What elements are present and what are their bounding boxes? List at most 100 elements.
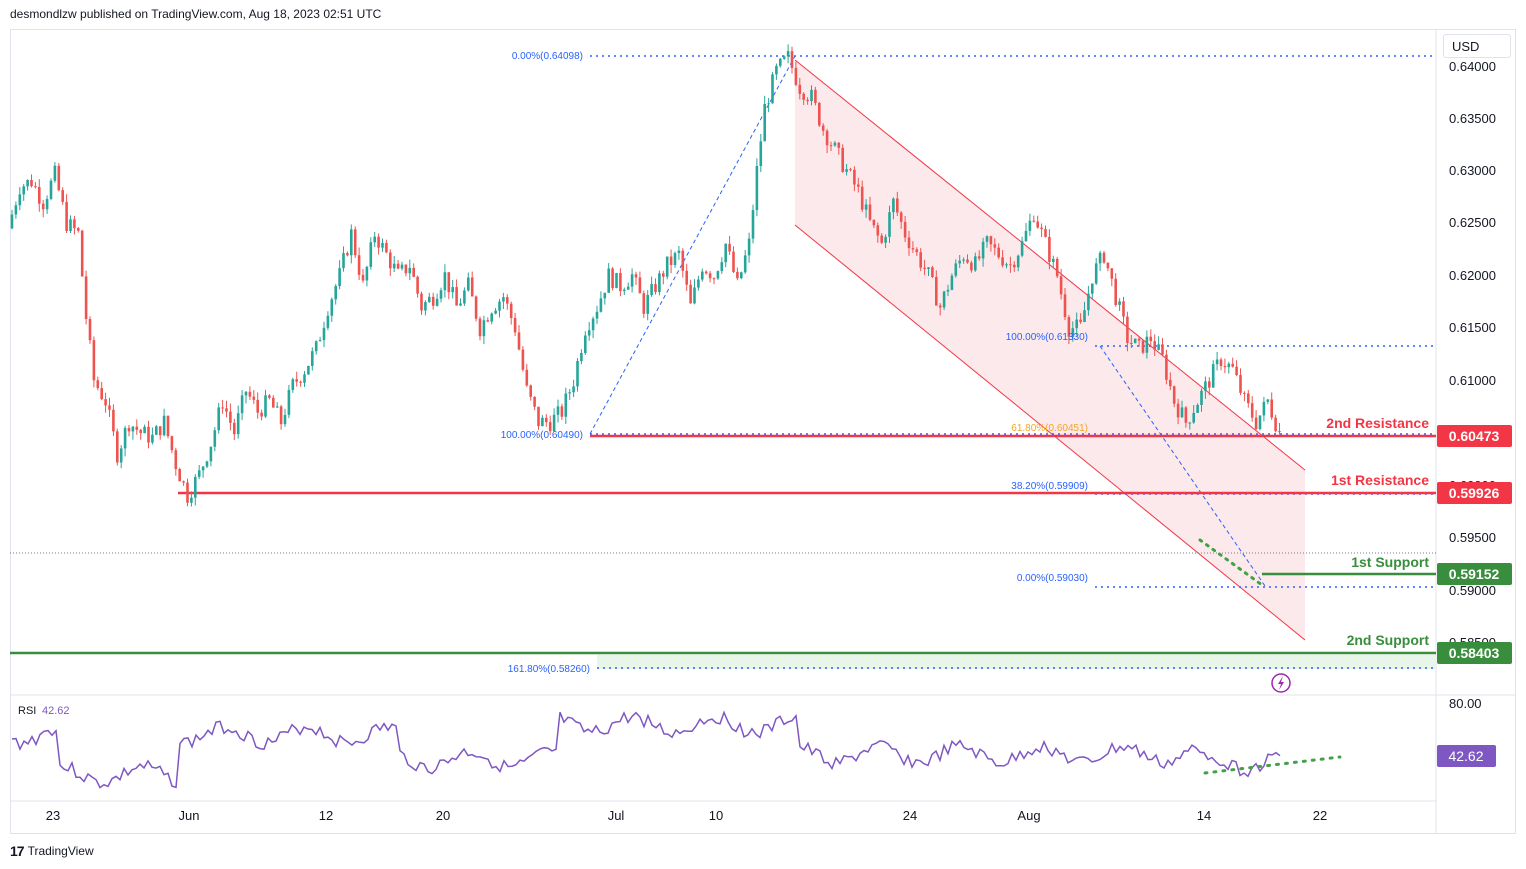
candle-body xyxy=(584,335,587,353)
candle-body xyxy=(669,256,673,265)
candle-body xyxy=(244,391,248,396)
candle-body xyxy=(958,260,961,264)
candle-body xyxy=(782,56,786,59)
candle-body xyxy=(1075,319,1078,329)
candle-body xyxy=(1118,301,1121,305)
candle-body xyxy=(287,389,291,415)
candle-body xyxy=(139,429,142,434)
channel-lower-line[interactable] xyxy=(794,224,1306,641)
candle-body xyxy=(295,379,298,382)
candle-body xyxy=(49,180,53,199)
candle-body xyxy=(264,395,267,417)
candle-body xyxy=(560,406,564,417)
candle-body xyxy=(814,89,817,103)
candle-body xyxy=(474,296,478,319)
candle-body xyxy=(34,186,37,188)
candle-body xyxy=(385,242,388,253)
candle-body xyxy=(712,278,716,280)
candle-body xyxy=(201,466,205,471)
lightning-icon[interactable] xyxy=(1271,673,1291,693)
candlestick-series[interactable] xyxy=(10,44,1281,507)
candle-body xyxy=(673,253,677,265)
candle-body xyxy=(658,273,661,293)
candle-body xyxy=(73,219,76,229)
candle-body xyxy=(69,219,72,232)
candle-body xyxy=(1208,381,1211,388)
candle-body xyxy=(954,263,958,276)
candle-body xyxy=(463,290,466,304)
price-divergence-line xyxy=(1198,538,1264,587)
candle-body xyxy=(720,262,724,272)
candle-body xyxy=(829,145,833,147)
candle-body xyxy=(377,236,380,248)
candle-body xyxy=(108,405,111,410)
candle-body xyxy=(892,198,895,213)
candle-body xyxy=(443,272,447,291)
candle-body xyxy=(545,417,548,423)
channel-upper-line[interactable] xyxy=(794,59,1306,471)
time-tick-label: Jun xyxy=(179,808,200,823)
candle-body xyxy=(357,255,361,275)
candle-body xyxy=(1215,359,1219,365)
candle-body xyxy=(77,228,80,231)
candle-body xyxy=(1176,403,1180,418)
candle-body xyxy=(650,284,653,296)
candle-body xyxy=(1239,375,1242,393)
candle-body xyxy=(104,399,107,406)
candle-body xyxy=(314,341,318,352)
candle-body xyxy=(860,186,864,210)
candle-body xyxy=(80,230,84,277)
candle-body xyxy=(977,256,981,259)
candle-body xyxy=(1009,264,1012,266)
candle-body xyxy=(373,236,376,243)
candle-body xyxy=(236,413,240,435)
support-1-label: 1st Support xyxy=(1351,554,1429,570)
candle-body xyxy=(1063,294,1067,318)
candle-body xyxy=(989,236,993,245)
candle-body xyxy=(57,165,61,191)
candle-body xyxy=(677,250,681,254)
candle-body xyxy=(1036,221,1039,228)
candle-body xyxy=(365,266,369,281)
candle-body xyxy=(1024,230,1028,242)
time-tick-label: 10 xyxy=(709,808,723,823)
candle-body xyxy=(747,238,751,256)
candle-body xyxy=(412,267,415,277)
candle-body xyxy=(685,270,688,285)
candle-body xyxy=(197,470,201,477)
candle-body xyxy=(1169,379,1172,387)
candle-body xyxy=(439,290,443,299)
currency-selector[interactable]: USD xyxy=(1443,34,1511,58)
candle-body xyxy=(903,221,907,238)
candle-body xyxy=(1087,293,1090,311)
candle-body xyxy=(884,236,887,243)
candle-body xyxy=(1223,365,1227,368)
candle-body xyxy=(1020,241,1024,256)
candle-body xyxy=(116,431,119,463)
candle-body xyxy=(478,318,482,337)
candle-body xyxy=(1141,340,1145,353)
candle-body xyxy=(591,318,595,331)
rsi-line[interactable] xyxy=(11,710,1281,789)
candle-body xyxy=(279,406,283,425)
price-axis[interactable]: 0.64000 0.63500 0.63000 0.62500 0.62000 0.615… xyxy=(1449,59,1496,650)
candle-body xyxy=(96,380,100,389)
publisher-header: desmondlzw published on TradingView.com,… xyxy=(10,7,382,21)
candle-body xyxy=(1094,263,1098,284)
tradingview-logo-icon[interactable]: 17 xyxy=(10,843,25,859)
time-axis[interactable]: 23 Jun 12 20 Jul 10 24 Aug 14 22 xyxy=(46,808,1327,823)
candle-body xyxy=(1235,366,1238,376)
support-1-badge xyxy=(1437,563,1512,585)
candle-body xyxy=(1106,262,1110,269)
candle-body xyxy=(568,392,571,394)
footer-brand[interactable]: TradingView xyxy=(27,844,94,858)
candle-body xyxy=(607,268,610,293)
candle-body xyxy=(1044,229,1047,237)
time-tick-label: 23 xyxy=(46,808,60,823)
candle-body xyxy=(981,241,985,259)
candle-body xyxy=(135,426,139,430)
candle-body xyxy=(155,426,158,435)
candle-body xyxy=(1188,422,1192,424)
candle-body xyxy=(1180,407,1184,418)
